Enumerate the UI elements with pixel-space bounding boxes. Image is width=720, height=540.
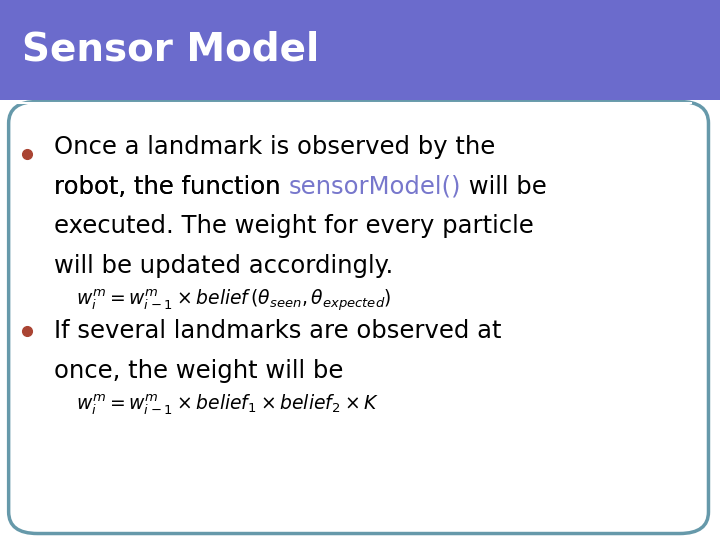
Text: robot, the function: robot, the function xyxy=(54,175,288,199)
Text: will be updated accordingly.: will be updated accordingly. xyxy=(54,254,393,278)
Text: executed. The weight for every particle: executed. The weight for every particle xyxy=(54,214,534,238)
FancyBboxPatch shape xyxy=(9,102,708,534)
Text: Sensor Model: Sensor Model xyxy=(22,31,319,69)
Text: $w_i^m = w_{i-1}^m \times belief_1 \times belief_2 \times K$: $w_i^m = w_{i-1}^m \times belief_1 \time… xyxy=(76,392,379,416)
FancyBboxPatch shape xyxy=(0,0,720,100)
Text: If several landmarks are observed at: If several landmarks are observed at xyxy=(54,319,502,343)
Text: will be: will be xyxy=(461,175,546,199)
Text: once, the weight will be: once, the weight will be xyxy=(54,359,343,383)
Text: robot, the function: robot, the function xyxy=(54,175,288,199)
Text: sensorModel(): sensorModel() xyxy=(288,175,461,199)
Text: $w_i^m = w_{i-1}^m \times belief\,(\theta_{seen}, \theta_{expected})$: $w_i^m = w_{i-1}^m \times belief\,(\thet… xyxy=(76,287,391,313)
Text: Once a landmark is observed by the: Once a landmark is observed by the xyxy=(54,136,495,159)
